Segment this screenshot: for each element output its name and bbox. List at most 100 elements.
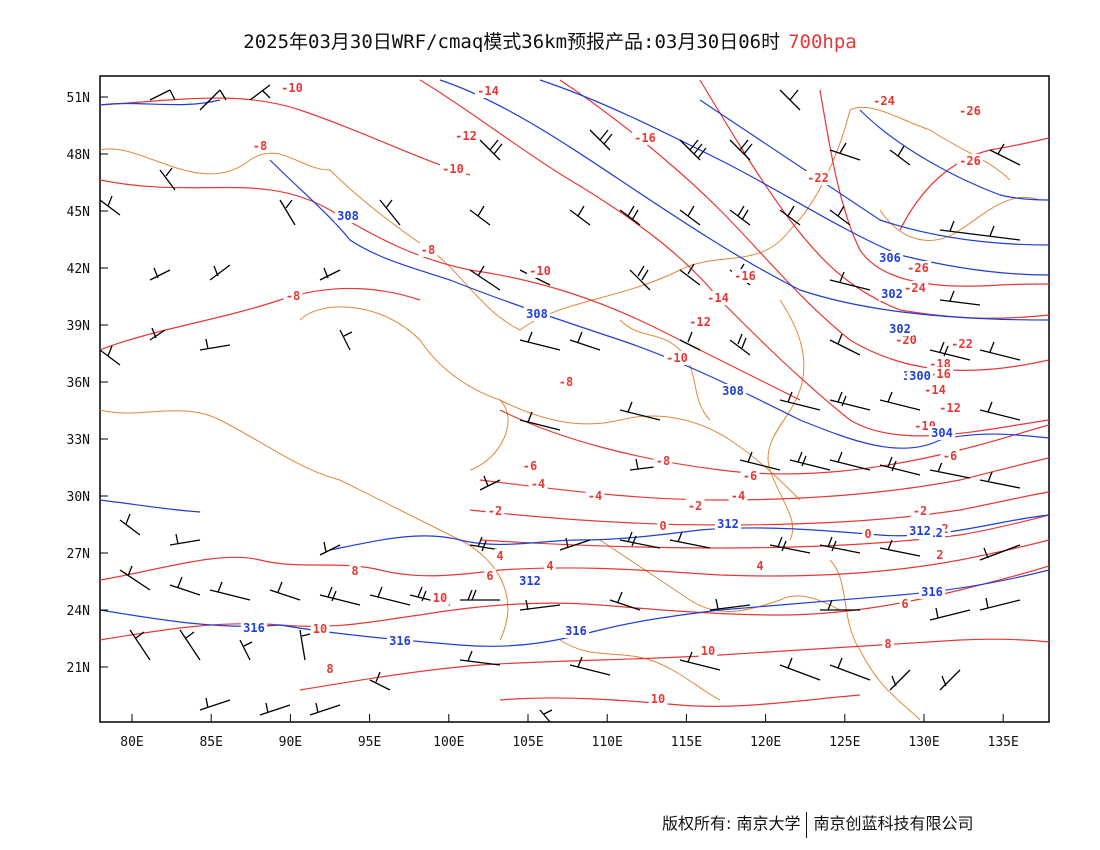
height-contour-label: 312 (717, 517, 739, 531)
temperature-contour-label-bg (936, 401, 964, 415)
border-line (599, 539, 841, 613)
temperature-contour-label-bg (934, 548, 946, 562)
temperature-contour-label-bg (310, 622, 330, 636)
border-line (100, 148, 331, 175)
wind-barb (379, 199, 401, 226)
wind-barb (789, 451, 831, 471)
wind-barb (939, 669, 961, 691)
wind-barb (979, 401, 1021, 421)
height-contour-label-bg (562, 624, 590, 638)
wind-barb (129, 629, 151, 661)
temperature-contour-label: -6 (943, 449, 957, 463)
wind-barb (299, 629, 311, 661)
wind-barb (779, 89, 801, 111)
border-line (767, 299, 805, 541)
height-contour-label: 312 (519, 574, 541, 588)
map-frame (99, 75, 1050, 723)
height-contour-label-bg (876, 251, 904, 265)
height-contour-label-bg (878, 287, 906, 301)
wind-barb (339, 329, 353, 351)
wind-barb (820, 599, 860, 611)
wind-barb (829, 333, 861, 356)
temperature-contour-label: -8 (253, 139, 267, 153)
temperature-contour-label-bg (349, 564, 361, 578)
lat-tick-label: 51N (67, 91, 90, 106)
temperature-contour-label: 10 (433, 591, 447, 605)
temperature-contour-label: -10 (529, 264, 551, 278)
wind-barb (319, 586, 361, 606)
temperature-contour-label-bg (731, 269, 759, 283)
wind-barb (889, 145, 911, 166)
height-contour-label-bg (719, 384, 747, 398)
wind-barb (679, 139, 707, 161)
temperature-contour-label-bg (439, 162, 467, 176)
border-line (619, 319, 711, 421)
isotherm (899, 137, 1049, 231)
temperature-contour-label: -12 (455, 129, 477, 143)
wind-barb (149, 267, 171, 281)
temperature-contour-label-bg (250, 139, 270, 153)
wind-barb (169, 533, 201, 546)
wind-barb (979, 341, 1021, 361)
wind-barb (679, 263, 701, 286)
lon-tick-label: 130E (908, 735, 939, 750)
temperature-contour-label-bg (657, 519, 669, 533)
temperature-contour-label-bg (740, 469, 760, 483)
wind-barb (199, 697, 231, 711)
isotherm (469, 491, 1049, 526)
temperature-contour-label: 8 (326, 662, 333, 676)
height-contour (859, 109, 1049, 201)
temperature-contour-label: -26 (959, 104, 981, 118)
lon-tick-label: 105E (512, 735, 543, 750)
temperature-contour-label-bg (556, 375, 576, 389)
lon-tick-label: 110E (592, 735, 623, 750)
wind-barb (249, 84, 271, 101)
height-contour-label-bg (334, 209, 362, 223)
temperature-contour-label: -4 (588, 489, 602, 503)
temperature-contour-label-bg (278, 81, 306, 95)
border-line (499, 399, 801, 501)
isotherm (100, 287, 421, 351)
height-contour-label-bg (918, 585, 946, 599)
wind-barb (569, 331, 601, 351)
wind-barb (199, 338, 231, 351)
height-contour-label: 308 (337, 209, 359, 223)
temperature-contour-label: 2 (936, 548, 943, 562)
temperature-contour-label-bg (452, 129, 480, 143)
wind-barb (939, 220, 981, 236)
wind-barb (199, 89, 227, 111)
wind-barb (779, 391, 821, 411)
temperature-contour-label: 10 (701, 644, 715, 658)
lat-tick-label: 45N (67, 205, 90, 220)
wind-barb (729, 205, 751, 226)
temperature-contour-label: -12 (689, 315, 711, 329)
temperature-contour-label: -6 (743, 469, 757, 483)
temperature-contour-label-bg (804, 171, 832, 185)
temperature-contour-label: -14 (924, 383, 946, 397)
height-contour-label: 316 (921, 585, 943, 599)
temperature-contour-label: 6 (901, 597, 908, 611)
height-contour-label: 308 (722, 384, 744, 398)
wind-barb (979, 471, 1021, 489)
temperature-contour-label: -16 (634, 131, 656, 145)
wind-barb (519, 599, 561, 611)
isotherm (499, 694, 861, 707)
temperature-contour-label: -14 (477, 84, 499, 98)
temperature-contour-label: 6 (486, 569, 493, 583)
longitude-axis: 80E 85E 90E 95E 100E 105E 110E 115E 120E 125E 130E… (120, 714, 1019, 750)
wind-barb (829, 657, 871, 681)
height-contour-label: 308 (526, 307, 548, 321)
height-contour-label-bg (886, 322, 914, 336)
chart-title: 2025年03月30日WRF/cmaq模式36km预报产品:03月30日06时 7… (0, 27, 1100, 54)
copyright-notice: 版权所有: 南京大学 南京创蓝科技有限公司 (662, 810, 974, 838)
temperature-contour-label-bg (544, 559, 556, 573)
wind-barb (469, 265, 501, 291)
wind-barb (729, 333, 751, 356)
temperature-contour-label: -24 (904, 281, 926, 295)
temperature-contour-label: -22 (807, 171, 829, 185)
wind-barb (609, 591, 641, 611)
wind-barb (679, 331, 701, 351)
wind-barb (119, 513, 141, 536)
height-contour-label: 312 (909, 524, 931, 538)
latitude-axis: 51N 48N 45N 42N 39N 36N 33N 30N 27N 24N 21N (67, 91, 108, 676)
